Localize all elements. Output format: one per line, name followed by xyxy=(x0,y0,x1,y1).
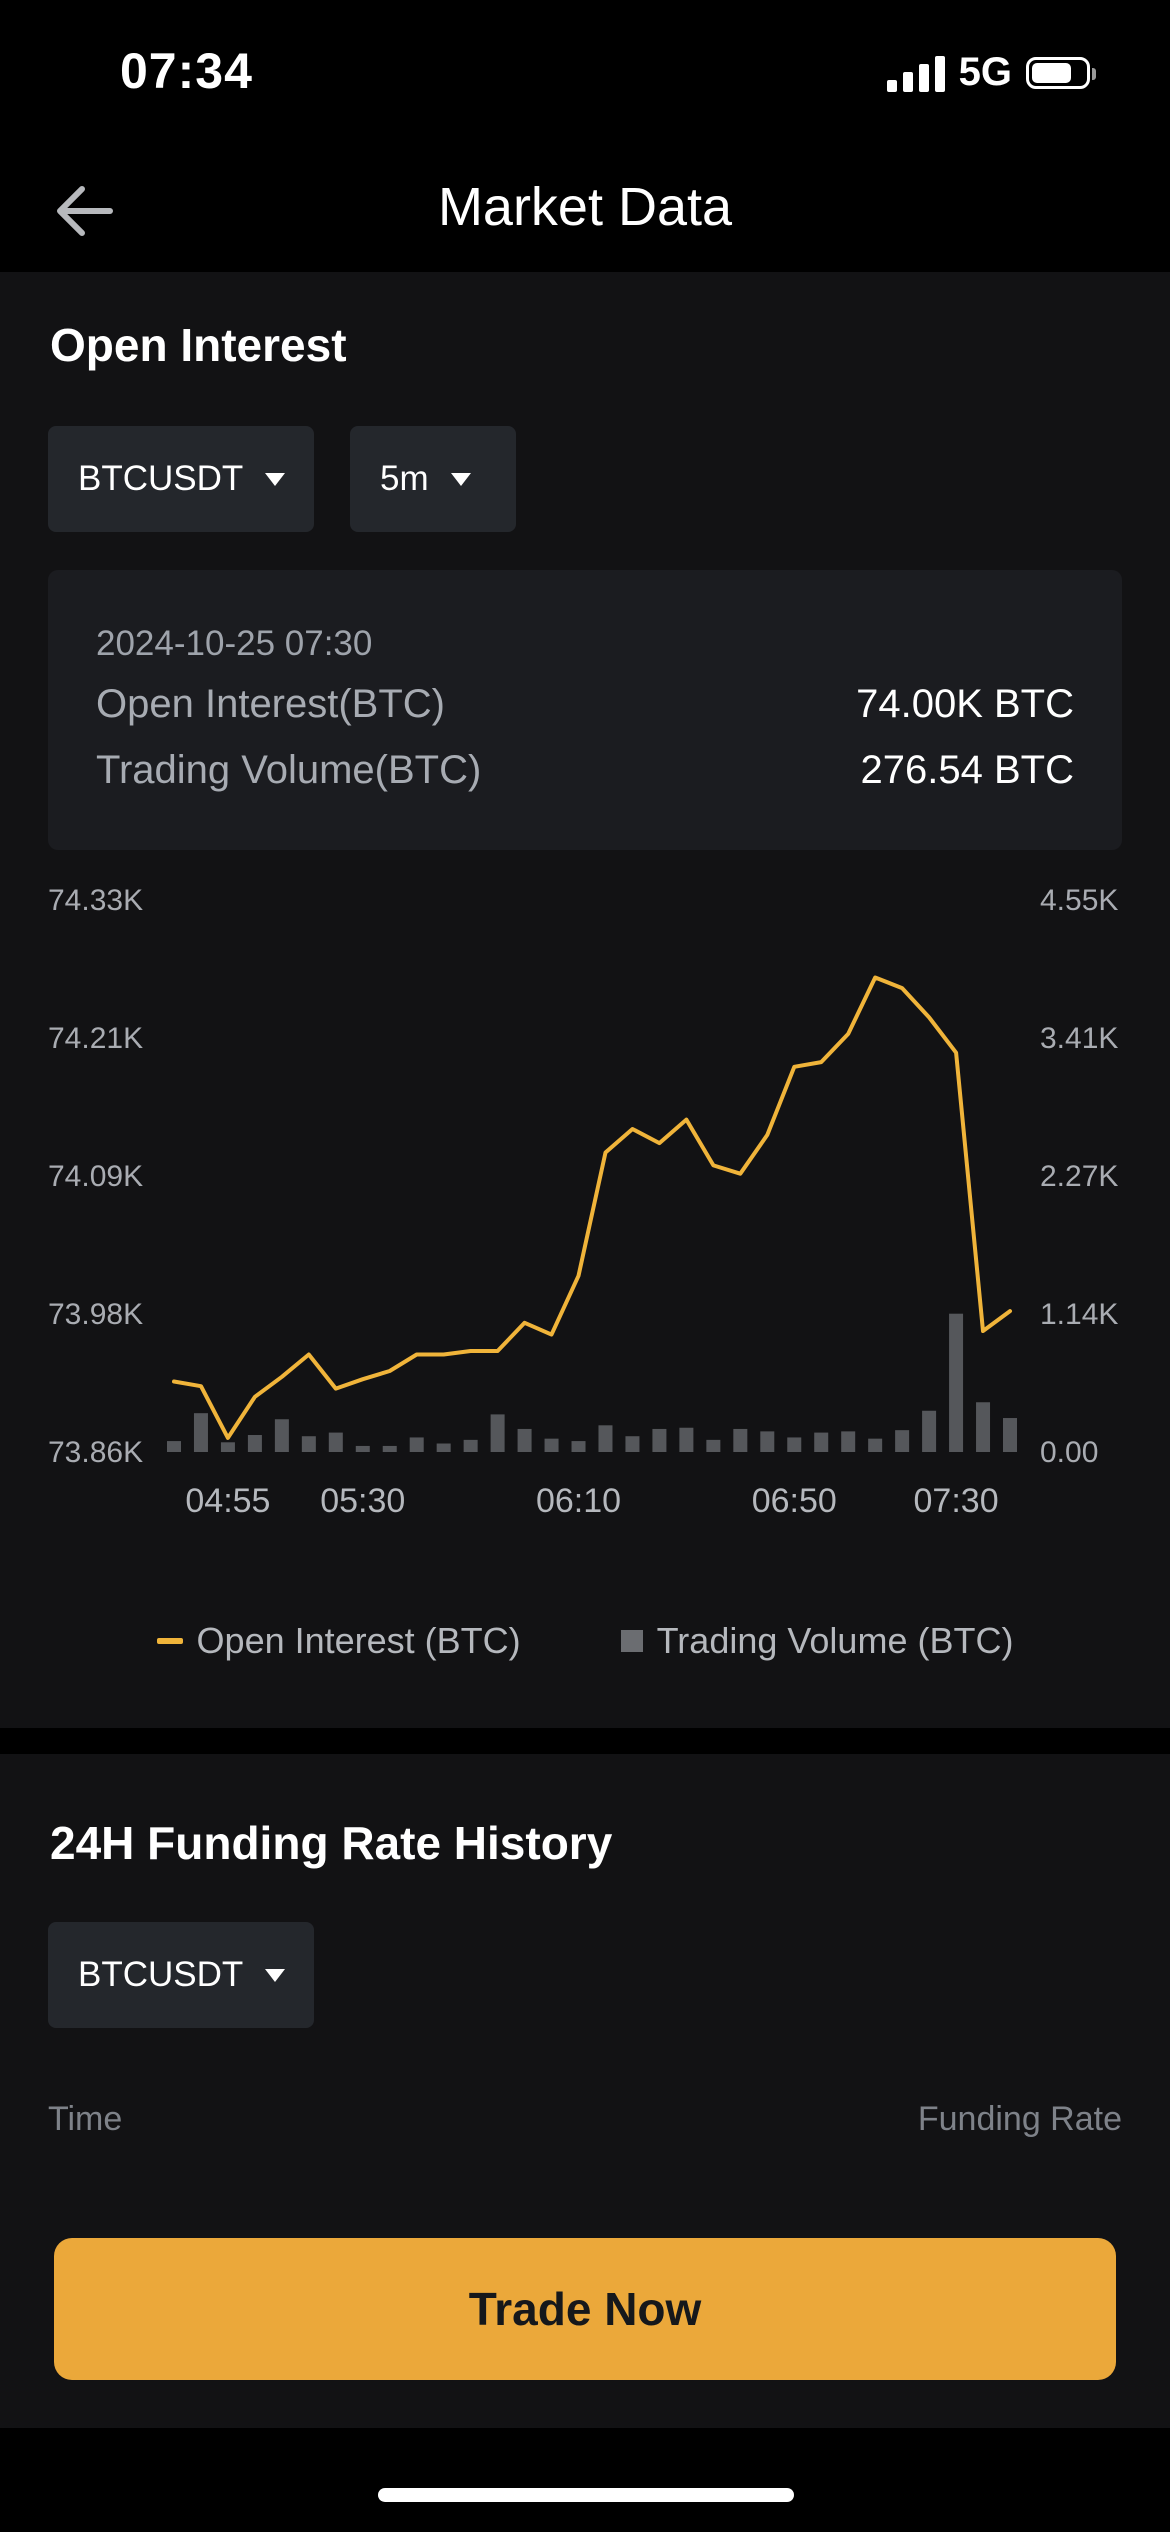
interval-dropdown[interactable]: 5m xyxy=(350,426,516,532)
status-time: 07:34 xyxy=(120,43,253,99)
volume-bar xyxy=(274,1419,289,1452)
volume-bar xyxy=(571,1441,586,1452)
funding-symbol-dropdown[interactable]: BTCUSDT xyxy=(48,1922,314,2028)
status-bar: 07:34 5G xyxy=(0,0,1170,150)
volume-bar xyxy=(463,1439,478,1452)
tooltip-oi-value: 74.00K BTC xyxy=(856,682,1074,726)
symbol-dropdown[interactable]: BTCUSDT xyxy=(48,426,314,532)
open-interest-card: Open Interest BTCUSDT 5m 2024-10-25 07:3… xyxy=(0,272,1170,1728)
open-interest-chart[interactable]: 74.33K 74.21K 74.09K 73.98K 73.86K 4.55K 3.41K… xyxy=(0,862,1170,1802)
open-interest-line xyxy=(172,975,1012,1440)
y-left-tick: 73.98K xyxy=(48,1298,143,1331)
volume-bar xyxy=(949,1313,964,1452)
volume-bar xyxy=(706,1439,721,1452)
volume-bar xyxy=(922,1410,937,1452)
page-title: Market Data xyxy=(437,177,733,237)
volume-bar xyxy=(976,1402,991,1452)
funding-table-header: Time Funding Rate xyxy=(48,2100,1122,2139)
home-indicator[interactable] xyxy=(378,2488,794,2502)
symbol-dropdown-label: BTCUSDT xyxy=(78,459,244,498)
volume-bar xyxy=(1003,1418,1017,1452)
interval-dropdown-label: 5m xyxy=(380,459,429,498)
network-type: 5G xyxy=(958,50,1012,94)
col-rate-header: Funding Rate xyxy=(917,2100,1122,2138)
x-axis-tick: 04:55 xyxy=(185,1482,270,1520)
legend-item-oi[interactable]: Open Interest (BTC) xyxy=(156,1620,521,1662)
y-left-tick: 74.33K xyxy=(48,884,143,917)
volume-bar xyxy=(220,1442,235,1452)
y-left-tick: 74.21K xyxy=(48,1022,143,1055)
legend-vol-label: Trading Volume (BTC) xyxy=(656,1620,1014,1661)
y-right-tick: 4.55K xyxy=(1040,884,1118,917)
caret-down-icon xyxy=(265,1968,286,1982)
tooltip-vol-label: Trading Volume(BTC) xyxy=(96,748,482,792)
battery-icon xyxy=(1026,56,1096,89)
chart-legend: Open Interest (BTC) Trading Volume (BTC) xyxy=(0,1620,1170,1662)
volume-bar xyxy=(679,1427,694,1452)
x-axis-tick: 06:50 xyxy=(752,1482,837,1520)
signal-icon xyxy=(886,54,945,92)
x-axis-tick: 05:30 xyxy=(320,1482,405,1520)
volume-bar xyxy=(787,1437,802,1452)
x-axis-tick: 06:10 xyxy=(536,1482,621,1520)
volume-bar xyxy=(625,1436,640,1452)
tooltip-date: 2024-10-25 07:30 xyxy=(96,624,373,663)
tooltip-vol-value: 276.54 BTC xyxy=(860,748,1074,792)
volume-bar xyxy=(733,1428,748,1452)
y-right-tick: 3.41K xyxy=(1040,1022,1118,1055)
volume-bar xyxy=(247,1435,262,1452)
volume-bar xyxy=(167,1441,181,1452)
legend-bar-swatch xyxy=(620,1630,643,1652)
volume-bar xyxy=(436,1443,451,1452)
y-right-tick: 1.14K xyxy=(1040,1298,1118,1331)
caret-down-icon xyxy=(265,472,286,486)
volume-bar xyxy=(868,1438,883,1452)
y-right-tick: 0.00 xyxy=(1040,1436,1098,1469)
chart-svg[interactable]: 74.33K 74.21K 74.09K 73.98K 73.86K 4.55K 3.41K… xyxy=(0,862,1170,1802)
top-nav: Market Data xyxy=(0,150,1170,272)
volume-bar xyxy=(598,1425,613,1452)
volume-bar xyxy=(760,1431,775,1452)
y-right-tick: 2.27K xyxy=(1040,1160,1118,1193)
x-axis-tick: 07:30 xyxy=(914,1482,999,1520)
volume-bar xyxy=(517,1428,532,1452)
volume-bar xyxy=(490,1414,505,1452)
y-left-tick: 74.09K xyxy=(48,1160,143,1193)
legend-item-volume[interactable]: Trading Volume (BTC) xyxy=(620,1620,1014,1662)
caret-down-icon xyxy=(450,472,471,486)
legend-oi-label: Open Interest (BTC) xyxy=(196,1620,521,1661)
volume-bar xyxy=(895,1430,910,1452)
col-time-header: Time xyxy=(48,2100,123,2138)
y-left-tick: 73.86K xyxy=(48,1436,143,1469)
arrow-left-icon xyxy=(57,186,113,236)
legend-line-swatch xyxy=(156,1638,183,1644)
volume-bar xyxy=(193,1413,208,1452)
tooltip-oi-row: Open Interest(BTC) 74.00K BTC xyxy=(96,682,1074,727)
volume-bar xyxy=(328,1432,343,1452)
volume-bar xyxy=(355,1445,370,1452)
back-button[interactable] xyxy=(52,180,122,242)
volume-bar xyxy=(652,1428,667,1452)
volume-bar xyxy=(814,1432,829,1452)
chart-tooltip: 2024-10-25 07:30 Open Interest(BTC) 74.0… xyxy=(48,570,1122,850)
tooltip-vol-row: Trading Volume(BTC) 276.54 BTC xyxy=(96,748,1074,793)
volume-bar xyxy=(544,1438,559,1452)
funding-symbol-label: BTCUSDT xyxy=(78,1955,244,1994)
status-icons: 5G xyxy=(886,50,1096,95)
volume-bar xyxy=(841,1431,856,1452)
volume-bar xyxy=(409,1437,424,1452)
volume-bar xyxy=(382,1445,397,1452)
funding-rate-title: 24H Funding Rate History xyxy=(50,1817,613,1869)
trade-now-button[interactable]: Trade Now xyxy=(54,2238,1116,2380)
tooltip-oi-label: Open Interest(BTC) xyxy=(96,682,446,726)
open-interest-title: Open Interest xyxy=(50,319,347,371)
volume-bar xyxy=(301,1436,316,1452)
